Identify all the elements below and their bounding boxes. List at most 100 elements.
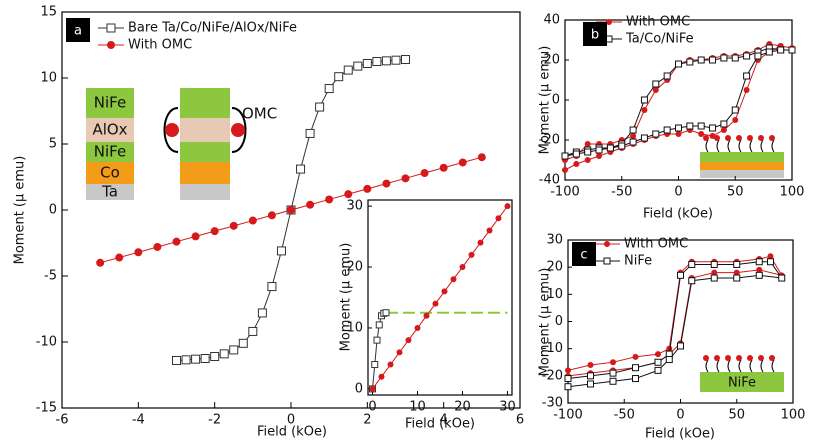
molecule-head	[769, 135, 775, 141]
marker	[733, 274, 741, 282]
molecule-tail	[716, 359, 720, 373]
y-tick-label: -15	[36, 401, 57, 416]
x-tick-label: 50	[727, 185, 744, 200]
marker	[561, 152, 569, 160]
y-axis-title: Moment (μ emu)	[13, 156, 28, 265]
marker	[587, 380, 594, 388]
panel-label: a	[74, 24, 82, 39]
y-tick-label: 0	[49, 203, 57, 218]
marker	[115, 253, 124, 262]
y-tick-label: -40	[539, 173, 560, 188]
marker	[391, 55, 401, 65]
panel-label-box	[572, 242, 596, 266]
marker	[743, 87, 750, 93]
x-tick-label: -100	[550, 185, 580, 200]
marker	[666, 345, 673, 352]
marker	[372, 57, 382, 66]
marker	[765, 48, 773, 56]
marker	[733, 260, 741, 268]
marker	[655, 351, 661, 358]
layer-stack	[86, 88, 247, 200]
marker	[733, 269, 740, 276]
marker	[629, 138, 637, 146]
legend-label: Bare Ta/Co/NiFe/AlOx/NiFe	[128, 21, 297, 36]
marker	[629, 126, 637, 134]
molecule-head	[725, 135, 731, 141]
marker	[573, 161, 580, 167]
molecule-head	[736, 355, 742, 361]
marker	[609, 369, 617, 377]
marker	[276, 246, 286, 256]
legend-marker	[606, 19, 612, 25]
marker	[584, 157, 591, 163]
y-tick-label: 30	[546, 233, 563, 248]
marker	[652, 80, 660, 88]
y-tick-label: 40	[543, 13, 560, 28]
x-tick-label: -4	[132, 413, 145, 428]
marker	[640, 96, 648, 104]
marker	[688, 277, 696, 285]
marker	[756, 266, 763, 273]
marker	[153, 242, 162, 251]
y-tick-label: 0	[555, 314, 563, 329]
marker	[477, 239, 484, 246]
marker	[486, 227, 493, 234]
marker	[325, 195, 334, 204]
marker	[675, 131, 682, 137]
marker	[755, 271, 763, 279]
marker	[210, 352, 220, 362]
y-tick-label: -10	[542, 341, 563, 356]
marker	[96, 258, 105, 267]
y-tick-label: 20	[543, 53, 560, 68]
marker	[401, 55, 410, 65]
marker	[432, 300, 439, 307]
marker	[697, 122, 705, 130]
x-tick-label: -50	[611, 185, 632, 200]
marker	[305, 128, 315, 138]
marker	[767, 258, 774, 266]
marker	[641, 107, 648, 113]
molecule-tail	[705, 359, 709, 373]
marker	[610, 359, 616, 366]
marker	[675, 60, 682, 68]
marker	[709, 133, 716, 139]
marker	[710, 274, 718, 282]
marker	[720, 127, 727, 133]
molecule-head	[714, 355, 720, 361]
marker	[686, 122, 694, 130]
marker	[720, 120, 728, 128]
marker	[210, 227, 219, 236]
x-tick-label: -2	[208, 413, 221, 428]
marker	[219, 349, 229, 359]
layer-label: Ta	[101, 183, 118, 201]
marker	[172, 355, 181, 365]
marker	[401, 174, 410, 183]
marker	[709, 56, 717, 64]
molecule-tail	[760, 359, 764, 373]
marker	[353, 61, 363, 71]
x-tick-label: 10	[409, 400, 426, 415]
plot-frame	[61, 11, 521, 409]
y-tick-label: -20	[542, 368, 563, 383]
marker	[371, 361, 379, 369]
molecule-tail	[727, 139, 731, 153]
layer-label: NiFe	[94, 94, 126, 112]
marker	[778, 274, 786, 282]
marker	[632, 353, 639, 360]
molecule-head	[769, 355, 775, 361]
y-tick-label: -30	[542, 396, 563, 411]
marker	[306, 200, 315, 209]
marker	[686, 58, 694, 66]
panel-label-box	[583, 22, 607, 46]
plot-frame	[367, 199, 513, 396]
layer-label: AlOx	[92, 121, 127, 139]
layer-label: NiFe	[728, 376, 756, 391]
marker	[572, 150, 580, 158]
y-tick-label: 0	[355, 381, 363, 396]
marker	[675, 124, 682, 132]
marker	[405, 337, 412, 344]
marker	[378, 373, 385, 380]
marker	[677, 342, 684, 350]
legend-label: Ta/Co/NiFe	[625, 32, 694, 47]
x-tick-label: 0	[368, 400, 376, 415]
